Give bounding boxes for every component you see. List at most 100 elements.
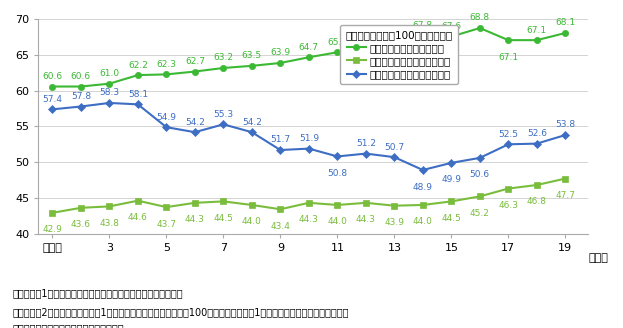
Text: 61.0: 61.0 bbox=[99, 69, 120, 78]
Text: 60.6: 60.6 bbox=[71, 72, 91, 81]
女性短時間労働者の給与水準 bbox=[362, 201, 369, 205]
Text: 67.8: 67.8 bbox=[413, 21, 433, 30]
女性一般労働者の給与水準 bbox=[248, 64, 255, 68]
Text: 46.8: 46.8 bbox=[527, 197, 547, 207]
Text: 66.3: 66.3 bbox=[356, 31, 376, 40]
男性短時間労働者の給与水準 bbox=[447, 161, 455, 165]
Text: 54.2: 54.2 bbox=[242, 118, 262, 127]
女性短時間労働者の給与水準 bbox=[77, 206, 85, 210]
Text: 50.7: 50.7 bbox=[384, 143, 404, 152]
Text: 64.7: 64.7 bbox=[299, 43, 319, 52]
Text: 65.4: 65.4 bbox=[327, 38, 348, 47]
女性短時間労働者の給与水準 bbox=[191, 201, 199, 205]
男性短時間労働者の給与水準 bbox=[106, 101, 113, 105]
Text: 51.7: 51.7 bbox=[270, 135, 290, 144]
女性短時間労働者の給与水準 bbox=[305, 201, 313, 205]
Text: 67.6: 67.6 bbox=[441, 22, 462, 31]
Text: 58.1: 58.1 bbox=[128, 90, 148, 99]
Text: 43.6: 43.6 bbox=[71, 220, 91, 229]
女性短時間労働者の給与水準 bbox=[49, 211, 56, 215]
女性短時間労働者の給与水準 bbox=[220, 199, 227, 203]
Text: 50.6: 50.6 bbox=[470, 170, 490, 179]
女性一般労働者の給与水準 bbox=[220, 66, 227, 70]
女性一般労働者の給与水準 bbox=[49, 85, 56, 89]
Text: 52.5: 52.5 bbox=[498, 130, 518, 139]
Text: 62.2: 62.2 bbox=[128, 61, 148, 70]
Text: 準を算出したものである。: 準を算出したものである。 bbox=[12, 323, 124, 328]
女性一般労働者の給与水準 bbox=[505, 38, 512, 42]
Text: 51.2: 51.2 bbox=[356, 139, 376, 148]
Text: 53.8: 53.8 bbox=[555, 120, 576, 130]
Text: 43.4: 43.4 bbox=[270, 222, 290, 231]
女性短時間労働者の給与水準 bbox=[561, 176, 569, 180]
男性短時間労働者の給与水準 bbox=[419, 168, 427, 172]
男性短時間労働者の給与水準 bbox=[362, 152, 369, 155]
Text: 62.7: 62.7 bbox=[185, 57, 205, 66]
Text: 50.8: 50.8 bbox=[327, 169, 348, 178]
男性短時間労働者の給与水準 bbox=[334, 154, 341, 158]
女性一般労働者の給与水準 bbox=[305, 55, 313, 59]
女性一般労働者の給与水準 bbox=[419, 33, 427, 37]
女性一般労働者の給与水準 bbox=[334, 50, 341, 54]
女性短時間労働者の給与水準 bbox=[163, 205, 170, 209]
Text: 66.1: 66.1 bbox=[384, 33, 404, 42]
Text: 45.2: 45.2 bbox=[470, 209, 490, 218]
Text: 52.6: 52.6 bbox=[527, 129, 547, 138]
Text: （年）: （年） bbox=[588, 254, 608, 263]
男性短時間労働者の給与水準 bbox=[476, 156, 483, 160]
Text: 63.2: 63.2 bbox=[213, 53, 234, 62]
女性一般労働者の給与水準 bbox=[277, 61, 284, 65]
Text: 44.3: 44.3 bbox=[299, 215, 319, 224]
Text: 67.1: 67.1 bbox=[498, 53, 518, 62]
女性短時間労働者の給与水準 bbox=[391, 204, 398, 208]
Text: 44.3: 44.3 bbox=[356, 215, 376, 224]
男性短時間労働者の給与水準 bbox=[305, 147, 313, 151]
女性短時間労働者の給与水準 bbox=[134, 199, 141, 203]
Text: 57.4: 57.4 bbox=[42, 95, 62, 104]
Text: 57.8: 57.8 bbox=[71, 92, 91, 101]
男性短時間労働者の給与水準 bbox=[77, 105, 85, 109]
女性一般労働者の給与水準 bbox=[77, 85, 85, 89]
女性短時間労働者の給与水準 bbox=[277, 207, 284, 211]
Text: 46.3: 46.3 bbox=[498, 201, 518, 210]
Text: 47.7: 47.7 bbox=[555, 191, 575, 200]
男性短時間労働者の給与水準 bbox=[49, 107, 56, 111]
女性一般労働者の給与水準 bbox=[391, 45, 398, 49]
Text: 44.5: 44.5 bbox=[214, 214, 234, 223]
Text: 48.9: 48.9 bbox=[413, 182, 433, 192]
Legend: 女性一般労働者の給与水準, 女性短時間労働者の給与水準, 男性短時間労働者の給与水準: 女性一般労働者の給与水準, 女性短時間労働者の給与水準, 男性短時間労働者の給与… bbox=[340, 25, 458, 84]
女性一般労働者の給与水準 bbox=[362, 44, 369, 48]
Text: 43.9: 43.9 bbox=[384, 218, 404, 227]
Text: 43.8: 43.8 bbox=[100, 219, 120, 228]
男性短時間労働者の給与水準 bbox=[220, 122, 227, 126]
女性短時間労働者の給与水準 bbox=[248, 203, 255, 207]
Text: 54.9: 54.9 bbox=[156, 113, 176, 122]
女性一般労働者の給与水準 bbox=[134, 73, 141, 77]
Text: 54.2: 54.2 bbox=[185, 118, 205, 127]
Text: 44.5: 44.5 bbox=[442, 214, 461, 223]
男性短時間労働者の給与水準 bbox=[505, 142, 512, 146]
女性一般労働者の給与水準 bbox=[476, 26, 483, 30]
Line: 女性一般労働者の給与水準: 女性一般労働者の給与水準 bbox=[49, 25, 568, 90]
Text: 58.3: 58.3 bbox=[99, 88, 120, 97]
女性一般労働者の給与水準 bbox=[447, 35, 455, 39]
Text: 42.9: 42.9 bbox=[42, 225, 62, 234]
Text: 63.9: 63.9 bbox=[270, 49, 290, 57]
女性一般労働者の給与水準 bbox=[533, 38, 541, 42]
Text: 68.8: 68.8 bbox=[470, 13, 490, 22]
男性短時間労働者の給与水準 bbox=[191, 130, 199, 134]
女性短時間労働者の給与水準 bbox=[476, 195, 483, 198]
Text: 44.0: 44.0 bbox=[242, 217, 262, 226]
男性短時間労働者の給与水準 bbox=[163, 125, 170, 129]
Text: 49.9: 49.9 bbox=[441, 175, 462, 184]
Text: 63.5: 63.5 bbox=[242, 51, 262, 60]
男性短時間労働者の給与水準 bbox=[134, 102, 141, 106]
Text: 68.1: 68.1 bbox=[555, 18, 576, 28]
Text: 67.1: 67.1 bbox=[527, 26, 547, 34]
男性短時間労働者の給与水準 bbox=[248, 130, 255, 134]
Text: 43.7: 43.7 bbox=[156, 220, 176, 229]
女性短時間労働者の給与水準 bbox=[447, 199, 455, 203]
女性一般労働者の給与水準 bbox=[106, 82, 113, 86]
Text: 55.3: 55.3 bbox=[213, 110, 234, 119]
Line: 女性短時間労働者の給与水準: 女性短時間労働者の給与水準 bbox=[50, 176, 568, 215]
